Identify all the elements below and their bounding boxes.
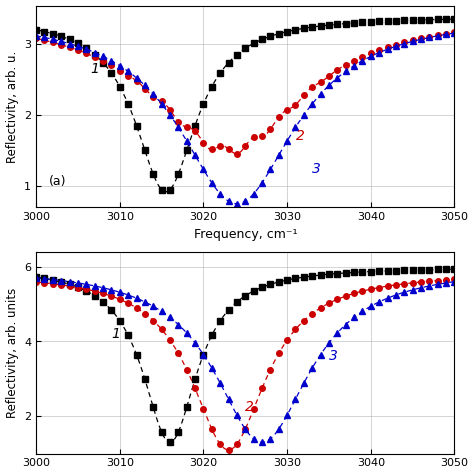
Y-axis label: Reflectivity, arb. u.: Reflectivity, arb. u. [6, 50, 18, 163]
Text: 3: 3 [329, 349, 338, 363]
Text: 1: 1 [91, 62, 100, 76]
X-axis label: Frequency, cm⁻¹: Frequency, cm⁻¹ [193, 228, 297, 241]
Text: 2: 2 [245, 400, 254, 414]
Text: (a): (a) [49, 174, 66, 188]
Text: 3: 3 [312, 162, 321, 176]
Text: 1: 1 [111, 327, 120, 341]
Y-axis label: Reflectivity, arb. units: Reflectivity, arb. units [6, 288, 18, 418]
Text: 2: 2 [295, 129, 304, 143]
